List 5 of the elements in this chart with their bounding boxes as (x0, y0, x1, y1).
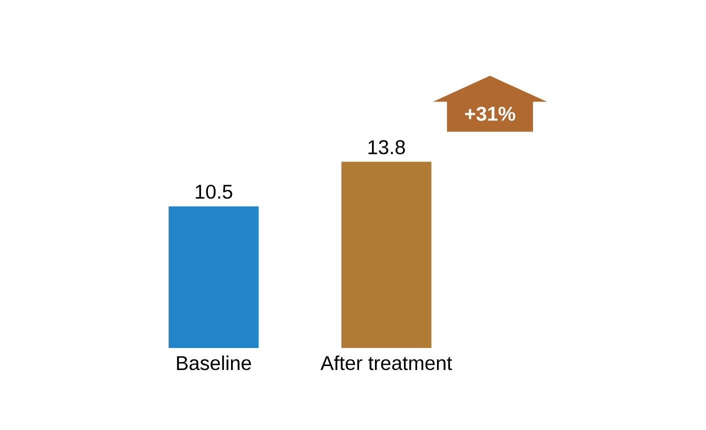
text: +31% (465, 106, 516, 121)
data-label: 13.8 (368, 140, 405, 154)
x-tick-label: After treatment (320, 356, 452, 370)
data-label: 10.5 (196, 184, 232, 199)
x-tick-label: Baseline (177, 356, 251, 370)
